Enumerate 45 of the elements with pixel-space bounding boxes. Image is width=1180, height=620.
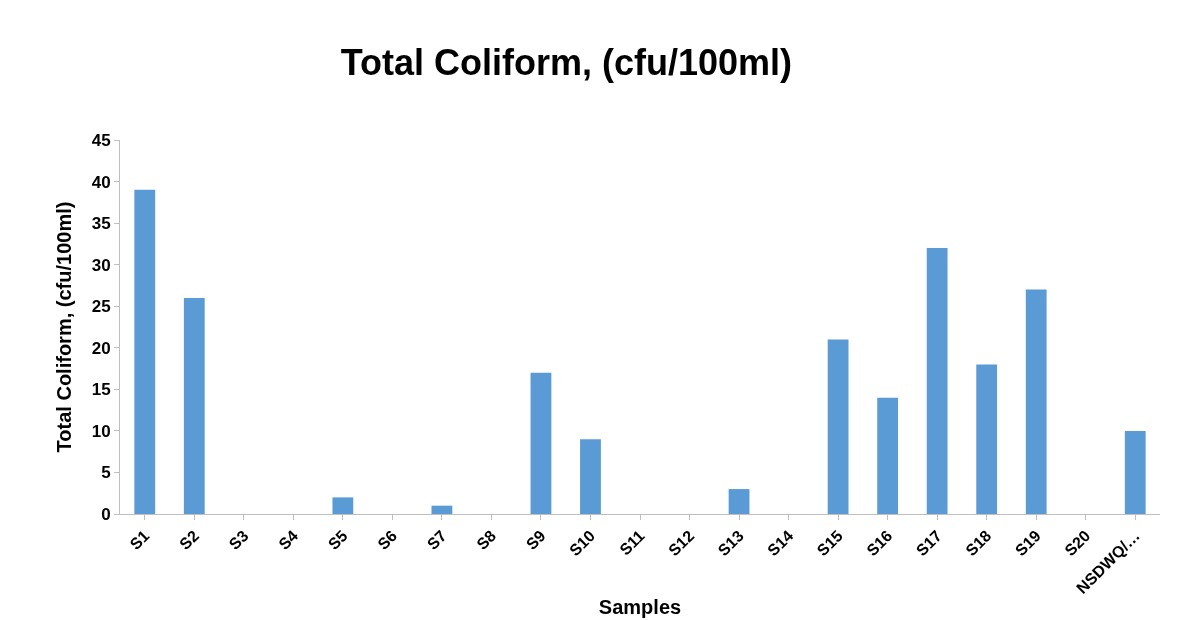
bar bbox=[332, 497, 354, 514]
x-tick-label: S1 bbox=[126, 526, 153, 553]
bar bbox=[827, 339, 849, 514]
y-tick-label: 35 bbox=[91, 214, 111, 234]
y-tick-label: 0 bbox=[101, 504, 111, 524]
x-tick-label: S3 bbox=[225, 526, 252, 553]
y-tick-label: 30 bbox=[91, 255, 111, 275]
chart-title: Total Coliform, (cfu/100ml) bbox=[340, 41, 793, 83]
bar bbox=[926, 248, 948, 514]
x-tick-label: S2 bbox=[176, 526, 203, 553]
x-tick-label: S8 bbox=[473, 526, 500, 553]
y-tick-label: 25 bbox=[91, 297, 111, 317]
x-tick-label: S17 bbox=[912, 526, 945, 560]
bar bbox=[976, 364, 998, 514]
bar bbox=[1124, 430, 1146, 514]
x-tick-label: S10 bbox=[566, 526, 599, 560]
x-tick-label: S14 bbox=[764, 526, 797, 560]
x-tick-label: S12 bbox=[665, 526, 698, 560]
x-tick-label: S11 bbox=[616, 526, 648, 559]
bar bbox=[877, 397, 899, 514]
x-tick-label: S6 bbox=[374, 526, 401, 553]
x-tick-label: S18 bbox=[962, 526, 995, 560]
bar bbox=[431, 505, 453, 514]
x-tick-label: S5 bbox=[324, 526, 351, 553]
x-tick-label: S7 bbox=[423, 526, 450, 553]
x-tick-label: S13 bbox=[714, 526, 747, 560]
y-tick-label: 10 bbox=[91, 421, 111, 441]
x-tick-label: S15 bbox=[813, 526, 846, 560]
x-axis-title: Samples bbox=[598, 596, 682, 619]
x-tick-label: S4 bbox=[275, 526, 302, 553]
bar bbox=[530, 372, 552, 514]
bar bbox=[134, 189, 156, 514]
y-tick-label: 5 bbox=[101, 463, 111, 483]
bar bbox=[580, 439, 601, 514]
y-axis-title: Total Coliform, (cfu/100ml) bbox=[53, 201, 76, 453]
x-tick-label: S16 bbox=[863, 526, 896, 560]
y-tick-label: 45 bbox=[91, 130, 111, 150]
bar bbox=[1025, 289, 1047, 514]
x-tick-label: S19 bbox=[1011, 526, 1045, 560]
y-tick-label: 20 bbox=[91, 338, 111, 358]
bar bbox=[183, 297, 205, 514]
x-tick-label: S9 bbox=[522, 526, 549, 553]
y-tick-label: 15 bbox=[91, 380, 111, 400]
y-tick-label: 40 bbox=[91, 172, 111, 192]
bar bbox=[728, 489, 750, 514]
